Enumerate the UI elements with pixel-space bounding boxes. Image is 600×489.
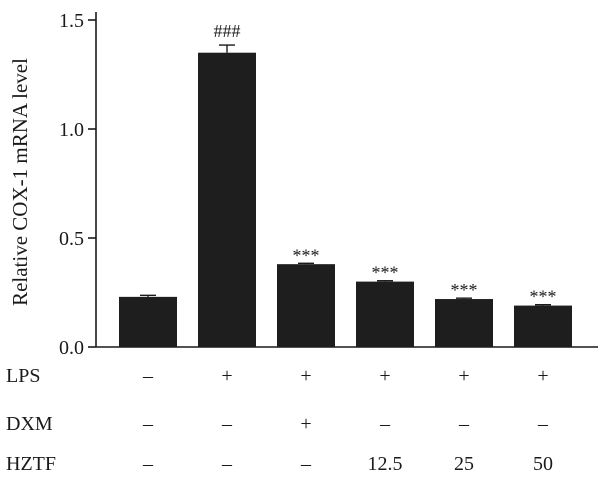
significance-label: *** bbox=[372, 263, 399, 283]
condition-cell: – bbox=[221, 413, 233, 435]
condition-cell: + bbox=[221, 365, 232, 387]
significance-label: *** bbox=[451, 280, 478, 300]
condition-cell: 50 bbox=[533, 453, 553, 475]
condition-cell: – bbox=[458, 413, 470, 435]
y-tick-label: 0.5 bbox=[59, 228, 84, 250]
y-axis-label: Relative COX-1 mRNA level bbox=[8, 58, 32, 306]
significance-label: *** bbox=[293, 245, 320, 265]
condition-cell: – bbox=[379, 413, 391, 435]
condition-cell: – bbox=[142, 365, 154, 387]
error-bars bbox=[140, 44, 551, 306]
bar bbox=[435, 299, 493, 347]
condition-table: LPS – + + + + + DXM – – + – – – HZTF – – – 12.5 25 50 bbox=[6, 365, 553, 475]
condition-label: LPS bbox=[6, 365, 40, 387]
y-tick-label: 0.0 bbox=[59, 337, 84, 359]
condition-cell: – bbox=[221, 453, 233, 475]
condition-cell: + bbox=[300, 413, 311, 435]
bar bbox=[514, 305, 572, 347]
condition-cell: – bbox=[537, 413, 549, 435]
significance-label: *** bbox=[530, 287, 557, 307]
condition-label: HZTF bbox=[6, 453, 56, 475]
condition-cell: 25 bbox=[454, 453, 474, 475]
bar bbox=[198, 52, 256, 347]
condition-cell: + bbox=[458, 365, 469, 387]
bar bbox=[356, 281, 414, 347]
y-axis: 0.0 0.5 1.0 1.5 bbox=[59, 10, 97, 359]
condition-cell: + bbox=[300, 365, 311, 387]
condition-label: DXM bbox=[6, 413, 53, 435]
y-tick-label: 1.0 bbox=[59, 119, 84, 141]
significance-annotations: ### *** *** *** *** bbox=[214, 21, 557, 307]
y-tick-label: 1.5 bbox=[59, 10, 84, 32]
condition-cell: – bbox=[142, 413, 154, 435]
significance-label: ### bbox=[214, 21, 241, 41]
condition-cell: + bbox=[379, 365, 390, 387]
condition-cell: – bbox=[142, 453, 154, 475]
bars bbox=[119, 52, 572, 347]
condition-cell: 12.5 bbox=[368, 453, 403, 475]
condition-cell: – bbox=[300, 453, 312, 475]
condition-cell: + bbox=[537, 365, 548, 387]
bar bbox=[119, 296, 177, 347]
bar bbox=[277, 264, 335, 347]
